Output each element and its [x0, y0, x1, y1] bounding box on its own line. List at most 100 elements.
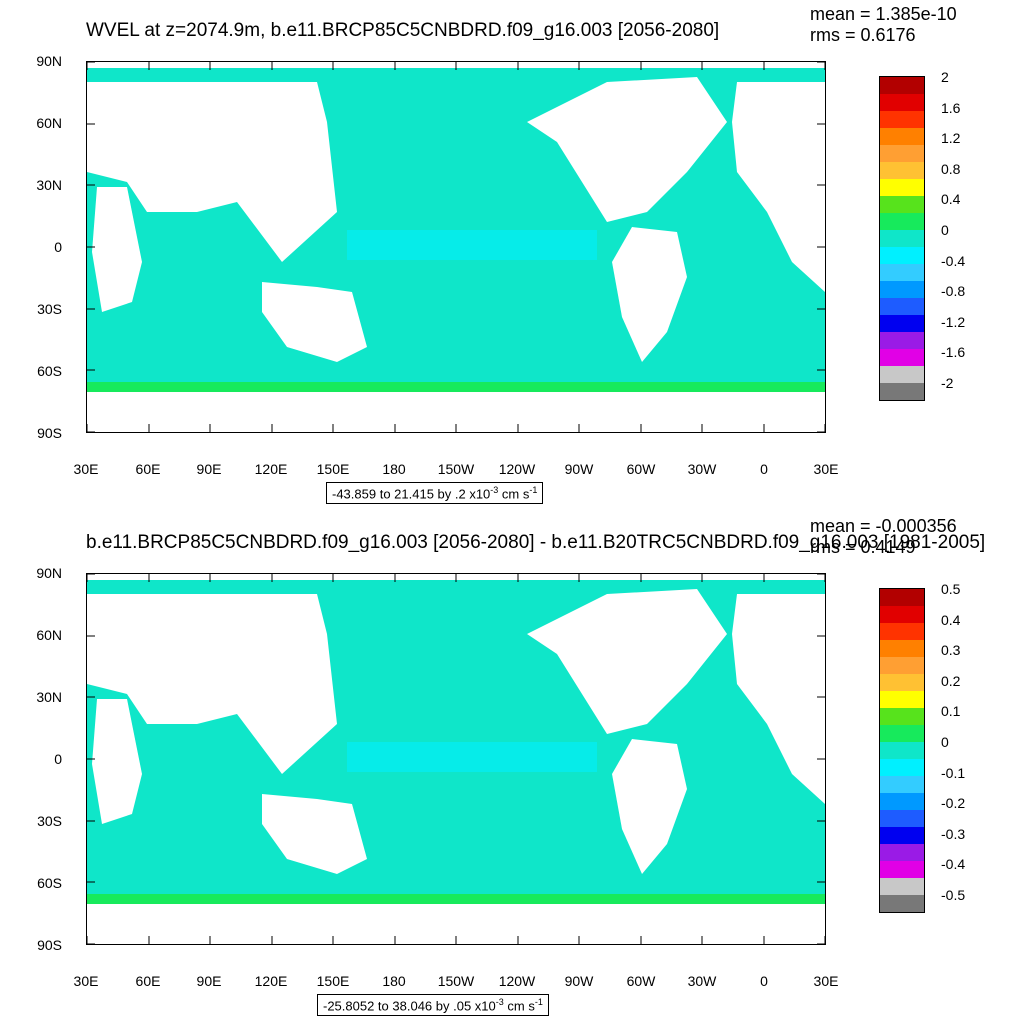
map-panel-bottom: b.e11.BRCP85C5CNBDRD.f09_g16.003 [2056-2… — [0, 512, 1024, 1024]
lat-tick-label: 90S — [37, 425, 62, 441]
colorbar-label: -0.5 — [941, 887, 966, 903]
stat-rms: rms = 0.6176 — [810, 25, 916, 45]
asia-landmass — [87, 594, 337, 774]
lon-tick-label: 0 — [760, 461, 768, 477]
colorbar-swatch — [879, 895, 925, 912]
asia-landmass — [87, 82, 337, 262]
equatorial-band — [347, 742, 597, 772]
lon-tick-label: 120W — [498, 461, 536, 477]
lon-tick-label: 60W — [626, 973, 656, 989]
contour-info-box: -43.859 to 21.415 by .2 x10-3 cm s-1 — [326, 482, 544, 505]
colorbar-label: 0.2 — [941, 672, 961, 689]
colorbar: 0.5 0.4 0.3 0.2 0.1 0 -0.1 -0.2 -0.3 -0.4 -0.5 — [879, 581, 965, 913]
colorbar-swatch — [879, 196, 925, 213]
colorbar-label: -0.2 — [941, 795, 966, 812]
colorbar-swatch — [879, 128, 925, 145]
colorbar-swatch — [879, 332, 925, 349]
colorbar-swatch — [879, 298, 925, 315]
colorbar-swatch — [879, 708, 925, 725]
lat-tick-label: 0 — [54, 239, 62, 255]
colorbar-swatch — [879, 111, 925, 128]
lon-tick-label: 120W — [498, 973, 536, 989]
lon-tick-label: 150E — [316, 461, 350, 477]
australia — [262, 794, 367, 874]
equatorial-band — [347, 230, 597, 260]
colorbar-swatch — [879, 230, 925, 247]
antarctica — [87, 392, 825, 432]
lon-tick-label: 30W — [687, 461, 717, 477]
europe-africa — [732, 594, 825, 804]
colorbar-label: 0.3 — [941, 642, 961, 659]
lon-tick-label: 30E — [73, 461, 99, 477]
lon-tick-label: 60E — [135, 973, 161, 989]
colorbar-swatch — [879, 179, 925, 196]
colorbar-swatch — [879, 383, 925, 400]
lat-tick-label: 90S — [37, 937, 62, 953]
africa-east-coast — [92, 187, 142, 312]
map-plot-area — [86, 61, 826, 433]
map-plot-area — [86, 573, 826, 945]
colorbar-label: -2 — [941, 375, 954, 391]
lon-tick-label: 120E — [254, 973, 288, 989]
colorbar-label: 0.4 — [941, 611, 961, 628]
exponent: -3 — [495, 997, 504, 1007]
lon-tick-label: 150W — [437, 973, 475, 989]
colorbar-swatch — [879, 742, 925, 759]
lat-tick-label: 30N — [36, 689, 62, 705]
colorbar-label: -1.6 — [941, 344, 966, 361]
lon-tick-label: 180 — [382, 973, 406, 989]
antarctica — [87, 904, 825, 944]
lat-tick-label: 30N — [36, 177, 62, 193]
colorbar-label: -0.3 — [941, 825, 966, 842]
colorbar-label: 0.1 — [941, 703, 961, 720]
colorbar-label: -0.4 — [941, 252, 966, 269]
lat-tick-label: 60S — [37, 875, 62, 891]
lat-tick-label: 90N — [36, 53, 62, 69]
colorbar-swatch — [879, 162, 925, 179]
lon-tick-label: 60W — [626, 461, 656, 477]
lon-tick-label: 90E — [196, 973, 222, 989]
lon-tick-label: 30E — [813, 461, 839, 477]
colorbar-label: 0.8 — [941, 160, 961, 177]
colorbar-swatch — [879, 827, 925, 844]
lon-tick-label: 120E — [254, 461, 288, 477]
lon-tick-label: 90W — [564, 461, 594, 477]
colorbar-label: 1.2 — [941, 130, 961, 147]
north-america — [527, 77, 727, 222]
colorbar-swatch — [879, 793, 925, 810]
unit-text: cm s — [503, 998, 535, 1014]
colorbar-swatch — [879, 776, 925, 793]
colorbar-label: 0.5 — [941, 581, 961, 597]
colorbar-label: -0.1 — [941, 764, 966, 781]
colorbar-label: 0.4 — [941, 191, 961, 208]
colorbar-swatch — [879, 691, 925, 708]
contour-info-box: -25.8052 to 38.046 by .05 x10-3 cm s-1 — [317, 994, 549, 1017]
contour-range-text: -43.859 to 21.415 by .2 x10 — [332, 486, 491, 502]
stat-mean: mean = -0.000356 — [810, 516, 957, 536]
lat-tick-label: 60N — [36, 627, 62, 643]
north-america — [527, 589, 727, 734]
lon-tick-label: 30E — [813, 973, 839, 989]
south-america — [612, 739, 687, 874]
colorbar-label: -0.8 — [941, 283, 966, 300]
lon-tick-label: 180 — [382, 461, 406, 477]
colorbar-swatch — [879, 657, 925, 674]
colorbar-swatch — [879, 878, 925, 895]
lon-tick-label: 150E — [316, 973, 350, 989]
colorbar-swatch — [879, 77, 925, 94]
colorbar-swatch — [879, 315, 925, 332]
lat-tick-label: 60N — [36, 115, 62, 131]
africa-east-coast — [92, 699, 142, 824]
unit-text: cm s — [498, 486, 530, 502]
colorbar-label: 0 — [941, 222, 949, 238]
contour-range-text: -25.8052 to 38.046 by .05 x10 — [323, 998, 496, 1014]
australia — [262, 282, 367, 362]
lon-tick-label: 150W — [437, 461, 475, 477]
panel-title: WVEL at z=2074.9m, b.e11.BRCP85C5CNBDRD.… — [86, 20, 720, 41]
lat-tick-label: 0 — [54, 751, 62, 767]
colorbar-label: 0 — [941, 734, 949, 750]
colorbar-swatch — [879, 674, 925, 691]
colorbar-swatch — [879, 264, 925, 281]
colorbar-swatch — [879, 349, 925, 366]
colorbar-swatch — [879, 725, 925, 742]
